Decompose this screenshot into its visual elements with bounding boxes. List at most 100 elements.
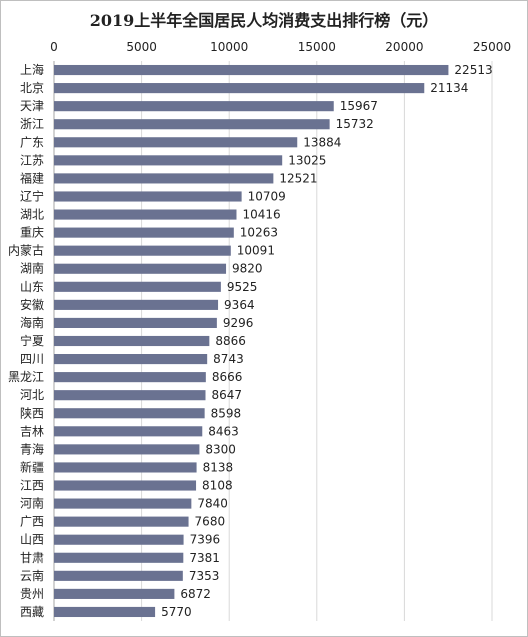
category-label: 福建 bbox=[20, 170, 44, 185]
value-label: 10416 bbox=[242, 208, 280, 222]
value-label: 5770 bbox=[161, 605, 192, 619]
value-label: 9296 bbox=[223, 316, 254, 330]
category-label: 湖南 bbox=[20, 261, 44, 276]
category-label: 安徽 bbox=[20, 297, 44, 312]
x-tick-label: 5000 bbox=[126, 40, 157, 54]
category-label: 陕西 bbox=[20, 405, 44, 420]
bar bbox=[54, 191, 242, 202]
bar bbox=[54, 209, 237, 220]
value-label: 7680 bbox=[195, 515, 226, 529]
category-label: 内蒙古 bbox=[8, 243, 44, 258]
category-labels: 上海北京天津浙江广东江苏福建辽宁湖北重庆内蒙古湖南山东安徽海南宁夏四川黑龙江河北… bbox=[8, 62, 44, 619]
value-label: 8108 bbox=[202, 479, 233, 493]
category-label: 海南 bbox=[20, 315, 44, 330]
bar bbox=[54, 534, 184, 545]
bar bbox=[54, 606, 156, 618]
value-label: 13884 bbox=[303, 135, 341, 149]
value-label: 21134 bbox=[430, 81, 468, 95]
category-label: 四川 bbox=[20, 352, 44, 366]
category-label: 西藏 bbox=[20, 605, 44, 619]
value-label: 8598 bbox=[211, 406, 242, 420]
bar bbox=[54, 390, 206, 401]
category-label: 宁夏 bbox=[20, 333, 44, 348]
value-label: 6872 bbox=[180, 587, 211, 601]
value-label: 8300 bbox=[205, 442, 236, 456]
bar bbox=[54, 263, 227, 274]
bar bbox=[54, 119, 330, 130]
category-label: 云南 bbox=[20, 568, 44, 583]
value-label: 10709 bbox=[248, 189, 286, 203]
bar bbox=[54, 299, 219, 310]
category-label: 江苏 bbox=[20, 153, 44, 167]
bar bbox=[54, 408, 205, 419]
bar bbox=[54, 155, 283, 166]
category-label: 山东 bbox=[20, 280, 44, 294]
bar bbox=[54, 227, 234, 238]
value-label: 10091 bbox=[237, 244, 275, 258]
bar bbox=[54, 426, 203, 437]
value-label: 15732 bbox=[336, 117, 374, 131]
value-label: 8647 bbox=[211, 388, 242, 402]
bar bbox=[54, 552, 184, 563]
category-label: 广东 bbox=[20, 135, 44, 149]
category-label: 北京 bbox=[20, 81, 44, 95]
value-label: 9525 bbox=[227, 280, 258, 294]
value-label: 8743 bbox=[213, 352, 244, 366]
category-label: 河南 bbox=[20, 496, 44, 511]
x-axis-ticks: 0 5000 10000 15000 20000 25000 bbox=[50, 40, 511, 54]
value-label: 8138 bbox=[203, 460, 234, 474]
value-label: 15967 bbox=[340, 99, 378, 113]
bar bbox=[54, 498, 192, 509]
value-label: 12521 bbox=[279, 171, 317, 185]
value-label: 8463 bbox=[208, 424, 239, 438]
category-label: 贵州 bbox=[20, 587, 44, 601]
category-label: 重庆 bbox=[20, 226, 44, 240]
category-label: 湖北 bbox=[20, 207, 44, 222]
value-label: 9364 bbox=[224, 298, 255, 312]
bar bbox=[54, 137, 298, 148]
bar bbox=[54, 335, 210, 347]
category-label: 新疆 bbox=[20, 459, 44, 474]
category-label: 黑龙江 bbox=[8, 370, 44, 384]
value-label: 7840 bbox=[197, 497, 228, 511]
value-label: 8866 bbox=[215, 334, 246, 348]
value-label: 22513 bbox=[454, 63, 492, 77]
bar bbox=[54, 480, 197, 491]
x-tick-label: 0 bbox=[50, 40, 58, 54]
bar bbox=[54, 83, 425, 94]
x-tick-label: 20000 bbox=[385, 40, 423, 54]
bar bbox=[54, 245, 231, 256]
bars bbox=[54, 64, 449, 618]
category-label: 山西 bbox=[20, 533, 44, 547]
x-tick-label: 15000 bbox=[298, 40, 336, 54]
bar bbox=[54, 64, 449, 76]
category-label: 广西 bbox=[20, 515, 44, 529]
value-label: 8666 bbox=[212, 370, 243, 384]
value-label: 10263 bbox=[240, 226, 278, 240]
value-label: 9820 bbox=[232, 262, 263, 276]
bar bbox=[54, 372, 206, 383]
bar bbox=[54, 444, 200, 455]
category-label: 甘肃 bbox=[20, 551, 44, 565]
category-label: 青海 bbox=[20, 441, 44, 456]
bar bbox=[54, 570, 183, 581]
bar bbox=[54, 588, 175, 599]
value-label: 7381 bbox=[189, 551, 220, 565]
bar bbox=[54, 101, 334, 112]
bar bbox=[54, 516, 189, 527]
category-label: 河北 bbox=[20, 388, 44, 402]
gridlines bbox=[53, 61, 493, 621]
bar bbox=[54, 462, 197, 473]
category-label: 浙江 bbox=[20, 117, 44, 131]
chart-title: 2019上半年全国居民人均消费支出排行榜（元） bbox=[90, 11, 439, 30]
value-label: 7353 bbox=[189, 569, 220, 583]
bar bbox=[54, 317, 217, 328]
x-tick-label: 25000 bbox=[473, 40, 511, 54]
value-label: 7396 bbox=[190, 533, 221, 547]
category-label: 辽宁 bbox=[20, 188, 44, 203]
value-labels: 22513 21134 15967 15732 13884 13025 12521 10709… bbox=[161, 63, 493, 619]
bar bbox=[54, 281, 221, 292]
bar bbox=[54, 173, 274, 184]
category-label: 吉林 bbox=[20, 424, 44, 438]
